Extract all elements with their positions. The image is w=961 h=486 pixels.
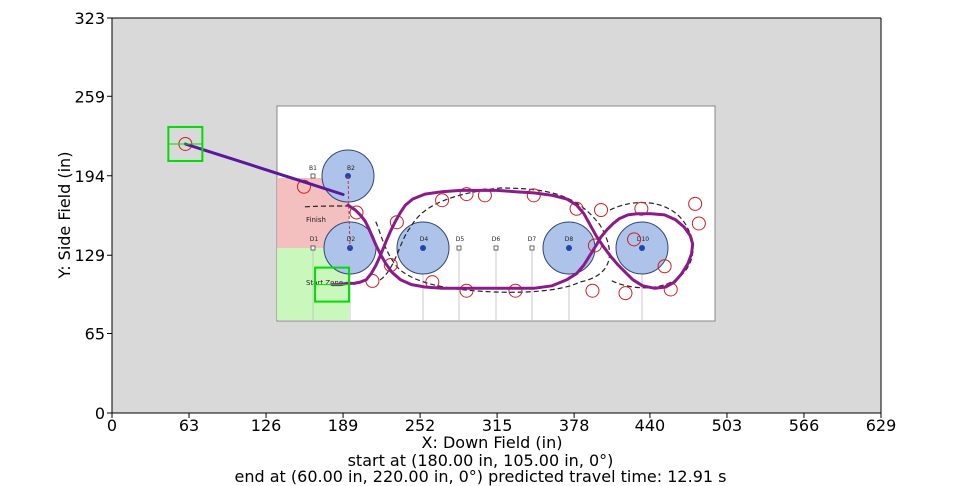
y-tick-label: 194	[74, 167, 105, 186]
y-axis-label: Y: Side Field (in)	[55, 152, 74, 280]
axes	[111, 17, 882, 414]
x-tick-label: 126	[251, 416, 282, 435]
marker-b1-box	[310, 173, 316, 179]
x-tick-label: 63	[179, 416, 199, 435]
label-d4: D4	[420, 236, 429, 243]
target-marker	[594, 202, 609, 217]
label-d6: D6	[492, 236, 501, 243]
path-series-line	[330, 188, 695, 290]
y-tick-label: 259	[74, 87, 105, 106]
path-series	[183, 142, 695, 290]
target-marker	[459, 283, 474, 298]
path-series-line	[183, 142, 345, 196]
x-axis-label: X: Down Field (in)	[422, 433, 563, 452]
b2-d2-connector	[347, 175, 351, 249]
y-tick-label: 0	[95, 404, 105, 423]
y-ticks: 0 65 129 194 259 323	[74, 9, 112, 423]
x-tick-label: 566	[789, 416, 820, 435]
label-d1: D1	[310, 236, 319, 243]
target-marker	[296, 179, 311, 194]
target-marker	[508, 283, 523, 298]
target-marker	[634, 201, 649, 216]
target-marker	[618, 286, 633, 301]
marker-d7-box	[529, 245, 535, 251]
obstacle-d4-center	[420, 245, 426, 251]
x-tick-label: 629	[866, 416, 897, 435]
label-b2: B2	[347, 165, 355, 172]
target-marker	[526, 188, 541, 203]
marker-d6-box	[493, 245, 499, 251]
x-tick-label: 0	[107, 416, 117, 435]
target-marker	[435, 193, 450, 208]
x-tick-label: 378	[559, 416, 590, 435]
y-tick-label: 129	[74, 246, 105, 265]
target-marker	[349, 205, 364, 220]
target-marker	[627, 232, 642, 247]
caption-start: start at (180.00 in, 105.00 in, 0°)	[347, 451, 614, 470]
target-marker	[688, 196, 703, 211]
label-d8: D8	[565, 236, 574, 243]
target-marker	[691, 216, 706, 231]
x-tick-label: 189	[328, 416, 359, 435]
x-tick-label: 503	[712, 416, 743, 435]
y-tick-label: 65	[85, 325, 105, 344]
obstacle-d8-center	[566, 245, 572, 251]
target-marker	[657, 259, 672, 274]
label-b1: B1	[309, 165, 317, 172]
label-d2: D2	[347, 236, 356, 243]
x-tick-label: 440	[635, 416, 666, 435]
field-obstacles	[321, 149, 669, 275]
target-marker	[459, 187, 474, 202]
start-end-markers	[167, 125, 351, 303]
label-d10: D10	[637, 236, 649, 243]
caption-end: end at (60.00 in, 220.00 in, 0°) predict…	[234, 467, 727, 486]
x-tick-label: 315	[482, 416, 513, 435]
marker-d1-box	[310, 245, 316, 251]
x-ticks: 0 63 126 189 252 315 378 440 503 566 629	[107, 413, 896, 435]
label-finish: Finish	[306, 216, 326, 224]
target-marker	[477, 188, 492, 203]
reference-path-line	[301, 205, 351, 208]
label-start-zone: Start Zone	[306, 279, 343, 287]
label-d5: D5	[456, 236, 465, 243]
target-marker	[389, 215, 404, 230]
field-labels: B1 B2 D1 D2 D4 D5 D6 D7 D8 D10 Finish St…	[306, 165, 649, 287]
target-marker	[569, 201, 584, 216]
label-d7: D7	[528, 236, 537, 243]
target-marker	[585, 283, 600, 298]
marker-d5-box	[456, 245, 462, 251]
x-tick-label: 252	[405, 416, 436, 435]
y-tick-label: 323	[74, 9, 105, 28]
small-markers	[310, 173, 535, 251]
obstacle-d10-center	[639, 245, 645, 251]
